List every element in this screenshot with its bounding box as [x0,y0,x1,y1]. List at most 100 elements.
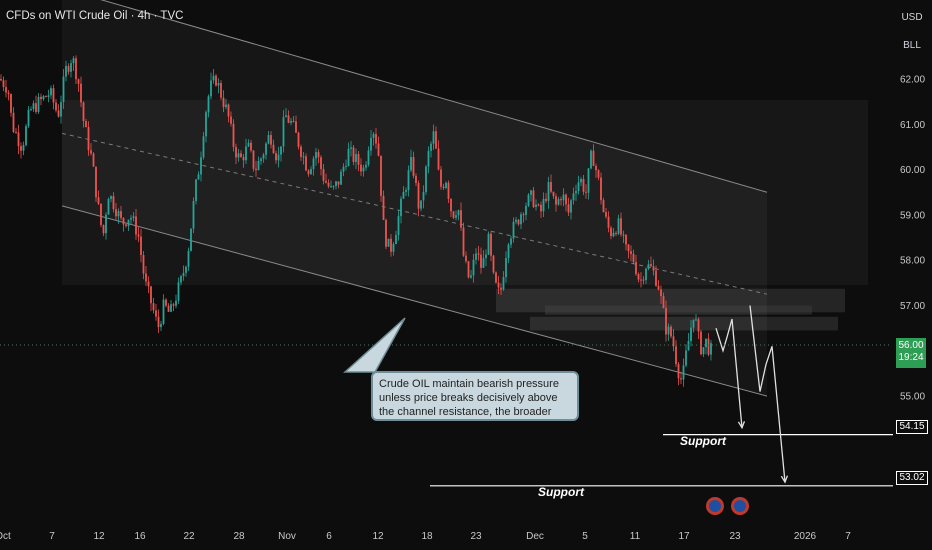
candle-body [512,221,515,239]
candle-body [600,177,602,201]
price-axis[interactable]: 62.00 61.00 60.00 59.00 58.00 57.00 55.00 [900,75,925,403]
candle-body [515,219,517,222]
candle-body [87,127,90,151]
candle-body [230,116,232,124]
candle-body [297,132,300,147]
candle-body [130,218,132,220]
candle-body [685,350,687,366]
callout-pointer [343,317,406,373]
candle-body [422,192,425,201]
candle-body [290,120,292,123]
time-tick: 2026 [794,531,817,542]
candle-body [265,143,267,155]
candle-body [457,210,460,216]
candle-body [537,204,540,206]
candle-body [467,261,470,278]
candle-body [117,211,120,217]
candle-body [55,102,57,111]
candle-body [332,186,335,188]
candle-body [710,343,712,355]
candle-body [575,191,577,194]
level-2-tag: 53.02 [896,471,928,485]
time-tick: 12 [372,531,384,542]
candle-body [307,170,310,175]
candle-body [205,112,207,137]
currency-label[interactable]: USD [901,12,923,23]
candle-body [580,178,582,183]
candle-body [465,255,467,262]
candle-body [435,131,437,149]
candle-body [115,209,117,217]
candle-body [455,215,457,218]
candle-body [667,326,670,335]
price-tick: 61.00 [900,120,925,131]
candle-body [42,96,45,100]
candle-body [382,195,385,221]
candle-body [180,276,182,283]
support-label-2: Support [538,485,584,499]
price-tick: 58.00 [900,256,925,267]
current-price: 56.00 [898,340,924,351]
candle-body [85,121,87,128]
analysis-callout: Crude OIL maintain bearish pressure unle… [371,371,579,421]
projection-path-1-arrowhead [737,421,746,430]
candle-body [502,277,505,290]
candle-body [102,224,105,234]
candle-body [550,182,552,192]
candle-body [212,75,215,81]
unit-label[interactable]: BLL [903,40,921,51]
time-tick: Dec [526,531,544,542]
candle-body [310,168,312,175]
candle-body [262,154,265,159]
countdown-timer: 19:24 [898,352,924,363]
candle-body [190,228,192,251]
candle-body [572,193,575,201]
candle-body [410,157,412,171]
candle-body [500,287,502,290]
candle-body [195,179,197,202]
candle-body [2,80,5,88]
candle-body [135,216,137,235]
candle-body [7,92,10,95]
support-label-1: Support [680,434,726,448]
candle-body [510,238,512,245]
projection-path-2 [749,305,786,483]
candle-body [470,275,472,278]
candle-body [335,181,337,187]
candle-body [107,198,110,215]
candle-body [200,157,202,175]
candle-body [240,153,242,158]
candle-body [635,262,637,275]
candle-body [162,299,165,324]
time-axis[interactable]: Oct 7 12 16 22 28 Nov 6 12 18 23 Dec 5 11 17 23 2026 7 [0,531,851,542]
time-tick: Oct [0,531,11,542]
candle-body [655,270,657,286]
candle-body [690,327,692,342]
time-tick: 16 [134,531,146,542]
candle-body [50,88,52,96]
time-tick: 22 [183,531,195,542]
candle-body [225,104,227,108]
candle-body [440,169,442,187]
candle-body [567,204,570,213]
candle-body [245,146,247,161]
candle-body [417,183,420,209]
candle-body [77,79,80,84]
candle-body [255,168,257,171]
candle-body [557,199,560,205]
candle-body [192,201,195,229]
candle-body [142,255,145,274]
candle-body [100,203,102,225]
candle-body [150,286,152,304]
candle-body [235,146,237,158]
time-tick: 5 [582,531,588,542]
candle-body [312,158,315,169]
candle-body [15,131,17,133]
candle-body [30,109,32,111]
candle-body [67,66,70,72]
candle-body [462,227,465,256]
candle-body [647,264,650,269]
candle-body [165,299,167,306]
candle-body [477,253,480,255]
